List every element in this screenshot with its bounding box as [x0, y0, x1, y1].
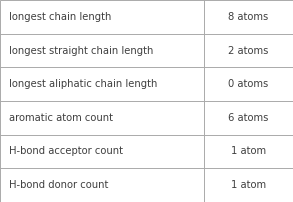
- Text: 8 atoms: 8 atoms: [228, 12, 268, 22]
- Text: 1 atom: 1 atom: [231, 180, 266, 190]
- Text: aromatic atom count: aromatic atom count: [9, 113, 113, 123]
- Text: 0 atoms: 0 atoms: [228, 79, 268, 89]
- Text: 1 atom: 1 atom: [231, 146, 266, 157]
- Text: H-bond donor count: H-bond donor count: [9, 180, 108, 190]
- Text: H-bond acceptor count: H-bond acceptor count: [9, 146, 123, 157]
- Text: 6 atoms: 6 atoms: [228, 113, 268, 123]
- Text: longest chain length: longest chain length: [9, 12, 111, 22]
- Text: longest straight chain length: longest straight chain length: [9, 45, 153, 56]
- Text: 2 atoms: 2 atoms: [228, 45, 268, 56]
- Text: longest aliphatic chain length: longest aliphatic chain length: [9, 79, 157, 89]
